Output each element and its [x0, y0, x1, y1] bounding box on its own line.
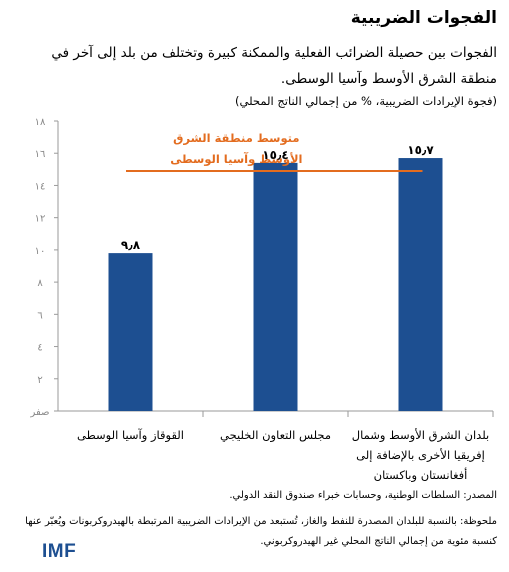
y-tick-label: ١٨	[35, 117, 46, 128]
y-tick-label: ٨	[37, 278, 43, 289]
y-tick-label: ١٤	[35, 181, 46, 192]
footnote: ملحوظة: بالنسبة للبلدان المصدرة للنفط وا…	[25, 516, 497, 547]
x-category-label: إفريقيا الأخرى بالإضافة إلى	[356, 448, 485, 463]
y-tick-label: ١٠	[35, 246, 46, 257]
bar	[108, 253, 153, 411]
x-category-label: القوقاز وآسيا الوسطى	[77, 428, 184, 443]
bar-chart: صفر ٢ ٤ ٦ ٨ ١٠ ١٢ ١٤ ١٦ ١٨ ٩٫٨ القوقاز وآسيا الوسطى…	[29, 117, 494, 483]
chart-title: الفجوات الضريبية	[350, 8, 497, 28]
y-tick-label: ١٢	[35, 214, 46, 225]
y-tick-label: ٢	[37, 375, 42, 386]
x-category-label: بلدان الشرق الأوسط وشمال	[352, 428, 489, 443]
data-label: ١٥٫٤	[262, 148, 288, 162]
x-category-label: أفغانستان وباكستان	[374, 467, 468, 483]
x-category-label: مجلس التعاون الخليجي	[220, 428, 331, 443]
imf-logo: IMF	[42, 541, 77, 562]
data-label: ٩٫٨	[121, 238, 141, 252]
y-tick-label: ١٦	[35, 149, 46, 160]
unit-note: (فجوة الإيرادات الضريبية، % من إجمالي ال…	[235, 94, 497, 108]
bar	[253, 162, 298, 411]
reference-line-label: متوسط منطقة الشرق	[173, 131, 299, 146]
chart-subtitle: الفجوات بين حصيلة الضرائب الفعلية والممك…	[51, 45, 497, 87]
y-tick-label: ٦	[37, 310, 42, 321]
reference-line-label: الأوسط وآسيا الوسطى	[170, 152, 302, 167]
data-label: ١٥٫٧	[407, 143, 434, 157]
bar	[398, 158, 443, 411]
source-note: المصدر: السلطات الوطنية، وحسابات خبراء ص…	[229, 490, 497, 501]
y-tick-label: صفر	[29, 407, 49, 418]
y-tick-label: ٤	[37, 343, 42, 354]
